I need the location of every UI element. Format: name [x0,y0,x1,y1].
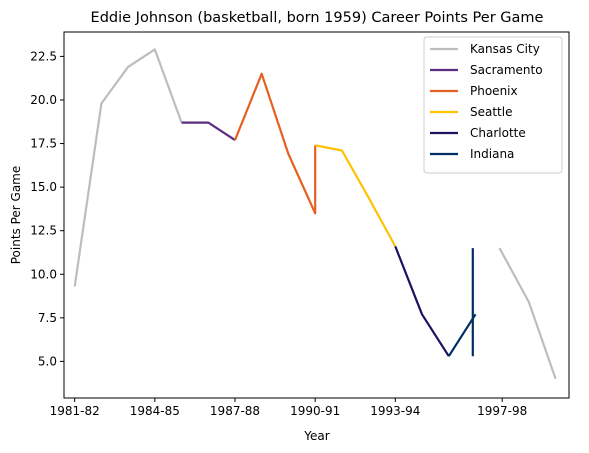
legend: Kansas City Sacramento Phoenix Seattle Charl… [423,36,563,174]
series-layer [73,48,557,380]
x-axis: 1981-82 1984-85 1987-88 1990-91 1993-94 1997-… [50,398,527,418]
series-line-kansas-city-0 [73,48,183,287]
series-line-seattle-0 [314,144,397,247]
series-line-charlotte-0 [394,245,450,357]
y-tick-label: 12.5 [30,224,57,238]
series-line-sacramento-0 [181,121,236,142]
legend-label: Kansas City [470,42,540,56]
legend-label: Seattle [470,105,512,119]
y-axis-label: Points Per Game [9,166,23,265]
x-tick-label: 1981-82 [50,404,100,418]
y-tick-label: 7.5 [38,311,57,325]
legend-box [423,36,563,174]
series-line-indiana-0 [447,313,477,357]
x-tick-label: 1993-94 [370,404,420,418]
y-tick-label: 20.0 [30,93,57,107]
plot-frame [63,31,570,399]
legend-label: Phoenix [470,84,518,98]
y-tick-label: 22.5 [30,49,57,63]
legend-label: Sacramento [470,63,543,77]
series-line-kansas-city-1 [498,247,557,380]
x-axis-label: Year [303,429,329,443]
y-tick-label: 17.5 [30,137,57,151]
chart-title: Eddie Johnson (basketball, born 1959) Ca… [91,10,544,26]
y-tick-label: 5.0 [38,354,57,368]
y-tick-label: 15.0 [30,180,57,194]
x-tick-label: 1997-98 [477,404,527,418]
y-axis: 5.0 7.5 10.0 12.5 15.0 17.5 20.0 22.5 [30,49,64,368]
x-tick-label: 1984-85 [130,404,180,418]
legend-label: Charlotte [470,126,526,140]
series-line-phoenix-0 [233,72,317,215]
x-tick-label: 1990-91 [290,404,340,418]
y-tick-label: 10.0 [30,267,57,281]
legend-label: Indiana [470,147,514,161]
x-tick-label: 1987-88 [210,404,260,418]
